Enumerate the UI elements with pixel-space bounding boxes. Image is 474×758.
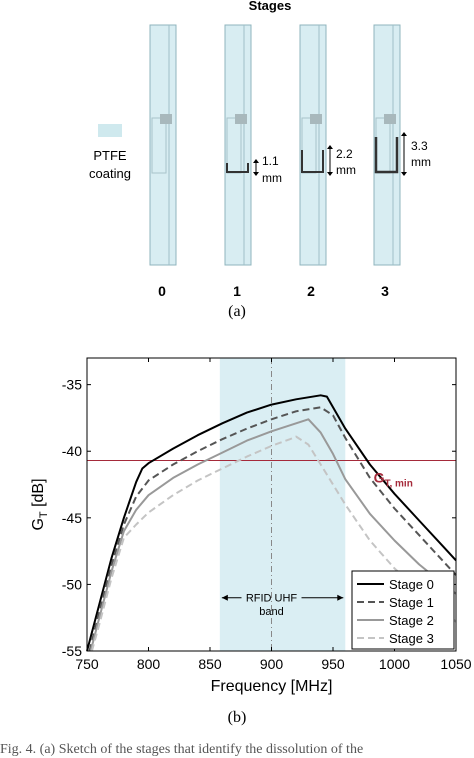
ptfe-legend-label: PTFE (93, 148, 127, 163)
legend-entry: Stage 1 (389, 595, 434, 610)
band-label: RFID UHF (246, 593, 298, 605)
stage-1-dimension-unit: mm (262, 171, 282, 185)
y-tick-label: -55 (62, 643, 82, 659)
series-line-stage-0 (86, 394, 457, 652)
x-tick-label: 800 (137, 656, 161, 672)
x-tick-label: 750 (75, 656, 99, 672)
x-tick-label: 1050 (440, 656, 471, 672)
y-tick-label: -45 (62, 510, 82, 526)
threshold-label: GT, min (374, 470, 413, 490)
series-line-stage-3 (90, 435, 457, 652)
y-tick-label: -40 (62, 443, 82, 459)
stages-sketch: Stages PTFE coating 1.1 mm 2.2 mm (89, 0, 431, 299)
series-line-stage-2 (89, 418, 457, 652)
x-tick-label: 850 (198, 656, 222, 672)
subfigure-a-label: (a) (228, 303, 246, 320)
stages-title: Stages (249, 0, 292, 13)
stage-1-sketch (224, 24, 259, 266)
y-axis-label: GT [dB] (30, 478, 50, 530)
stage-label: 0 (158, 283, 166, 299)
gain-chart: 750 800 850 900 950 1000 1050 -55 -50 -45 -40 -35 R… (30, 357, 472, 695)
ptfe-legend-swatch (98, 124, 122, 137)
x-tick-label: 950 (321, 656, 345, 672)
series-line-stage-1 (88, 406, 457, 652)
x-axis-label: Frequency [MHz] (211, 678, 333, 695)
stage-label: 1 (233, 283, 241, 299)
stage-label: 3 (381, 283, 389, 299)
stage-3-dimension-unit: mm (411, 155, 431, 169)
stage-2-dimension-unit: mm (336, 163, 356, 177)
stage-2-dimension: 2.2 (336, 147, 353, 161)
y-tick-label: -50 (62, 576, 82, 592)
figure-caption: Fig. 4. (a) Sketch of the stages that id… (0, 742, 364, 757)
chart-legend: Stage 0 Stage 1 Stage 2 Stage 3 (351, 570, 455, 650)
x-tick-label: 1000 (379, 656, 410, 672)
legend-entry: Stage 0 (389, 577, 434, 592)
stage-3-sketch (373, 24, 407, 266)
stage-1-dimension: 1.1 (262, 154, 279, 168)
stage-0-sketch (149, 24, 177, 266)
y-tick-label: -35 (62, 377, 82, 393)
subfigure-b-label: (b) (227, 709, 247, 726)
stage-label: 2 (307, 283, 315, 299)
stage-2-sketch (299, 24, 333, 266)
legend-entry: Stage 2 (389, 613, 434, 628)
rfid-band-shade (219, 358, 346, 651)
ptfe-legend-label: coating (89, 166, 131, 181)
x-tick-label: 900 (260, 656, 284, 672)
legend-entry: Stage 3 (389, 631, 434, 646)
band-label: band (259, 606, 283, 618)
stage-3-dimension: 3.3 (411, 139, 428, 153)
band-width-arrow (221, 594, 344, 601)
